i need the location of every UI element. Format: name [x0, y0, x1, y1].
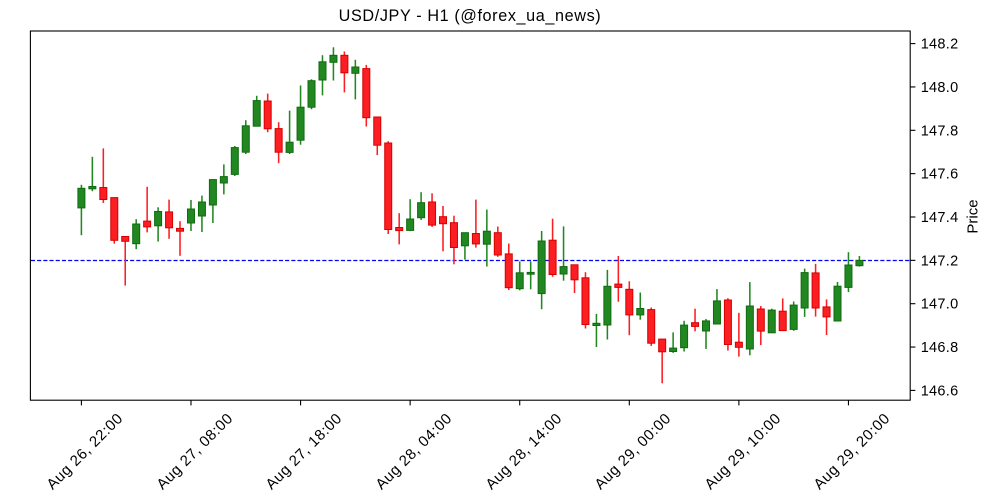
svg-text:148.0: 148.0 [921, 80, 959, 96]
svg-text:148.2: 148.2 [921, 37, 959, 53]
svg-text:147.4: 147.4 [921, 210, 959, 226]
svg-text:146.6: 146.6 [921, 383, 959, 399]
svg-text:146.8: 146.8 [921, 340, 959, 356]
svg-text:147.0: 147.0 [921, 297, 959, 313]
svg-text:147.2: 147.2 [921, 253, 959, 269]
svg-text:147.8: 147.8 [921, 123, 959, 139]
svg-text:147.6: 147.6 [921, 167, 959, 183]
